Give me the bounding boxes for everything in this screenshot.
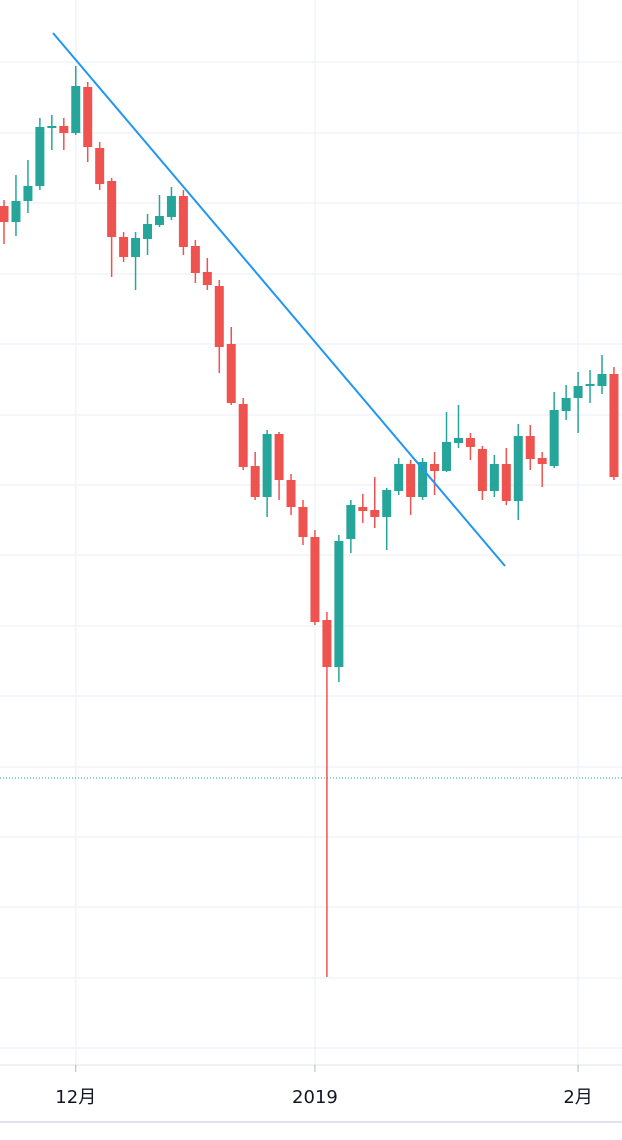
candle-body: [394, 464, 404, 491]
candle-body: [537, 458, 547, 464]
candle-body: [214, 286, 224, 347]
candle-body: [298, 507, 308, 537]
candle-body: [406, 464, 416, 497]
candle-body: [202, 272, 212, 285]
candles: [0, 66, 619, 977]
candle-body: [489, 464, 499, 491]
candle-body: [178, 196, 188, 247]
candle-body: [477, 449, 487, 491]
candle-body: [274, 434, 284, 480]
candle-body: [322, 620, 332, 667]
candle-body: [0, 206, 9, 222]
candle-body: [286, 480, 296, 507]
candle-body: [11, 201, 21, 222]
candle-body: [190, 246, 200, 273]
candle-body: [430, 464, 440, 471]
candle-body: [501, 464, 511, 501]
candle-body: [573, 386, 583, 398]
candle-body: [71, 86, 81, 133]
candle-body: [310, 537, 320, 622]
trend-line: [52, 32, 506, 567]
x-tick-label: 12月: [55, 1087, 96, 1108]
x-tick-label: 2月: [563, 1087, 592, 1108]
candle-body: [442, 442, 452, 471]
candle-body: [59, 126, 69, 133]
candle-body: [226, 344, 236, 403]
candle-body: [382, 490, 392, 517]
candle-body: [525, 436, 535, 459]
candle-body: [23, 186, 33, 201]
candle-body: [513, 436, 523, 501]
candle-body: [609, 374, 619, 477]
candle-body: [107, 181, 117, 237]
candle-body: [250, 466, 260, 497]
candle-body: [119, 237, 129, 257]
candle-body: [238, 404, 248, 467]
candle-body: [346, 505, 356, 539]
candle-body: [166, 196, 176, 217]
candle-body: [131, 238, 141, 257]
candle-body: [418, 462, 428, 497]
candle-body: [154, 216, 164, 225]
x-tick-label: 2019: [292, 1087, 338, 1108]
candle-body: [47, 126, 57, 128]
candle-body: [585, 384, 595, 386]
candle-body: [465, 438, 475, 447]
candle-body: [83, 87, 93, 147]
candle-body: [597, 374, 607, 386]
candle-body: [35, 127, 45, 186]
candle-body: [262, 434, 272, 497]
grid: [0, 0, 622, 1065]
candle-body: [561, 398, 571, 411]
candle-body: [370, 510, 380, 517]
x-axis-labels: 12月 2019 2月: [55, 1065, 593, 1108]
candle-body: [549, 410, 559, 466]
candle-body: [143, 224, 153, 239]
candle-body: [358, 507, 368, 511]
candle-body: [95, 148, 105, 184]
candle-body: [334, 541, 344, 667]
candle-body: [453, 438, 463, 443]
